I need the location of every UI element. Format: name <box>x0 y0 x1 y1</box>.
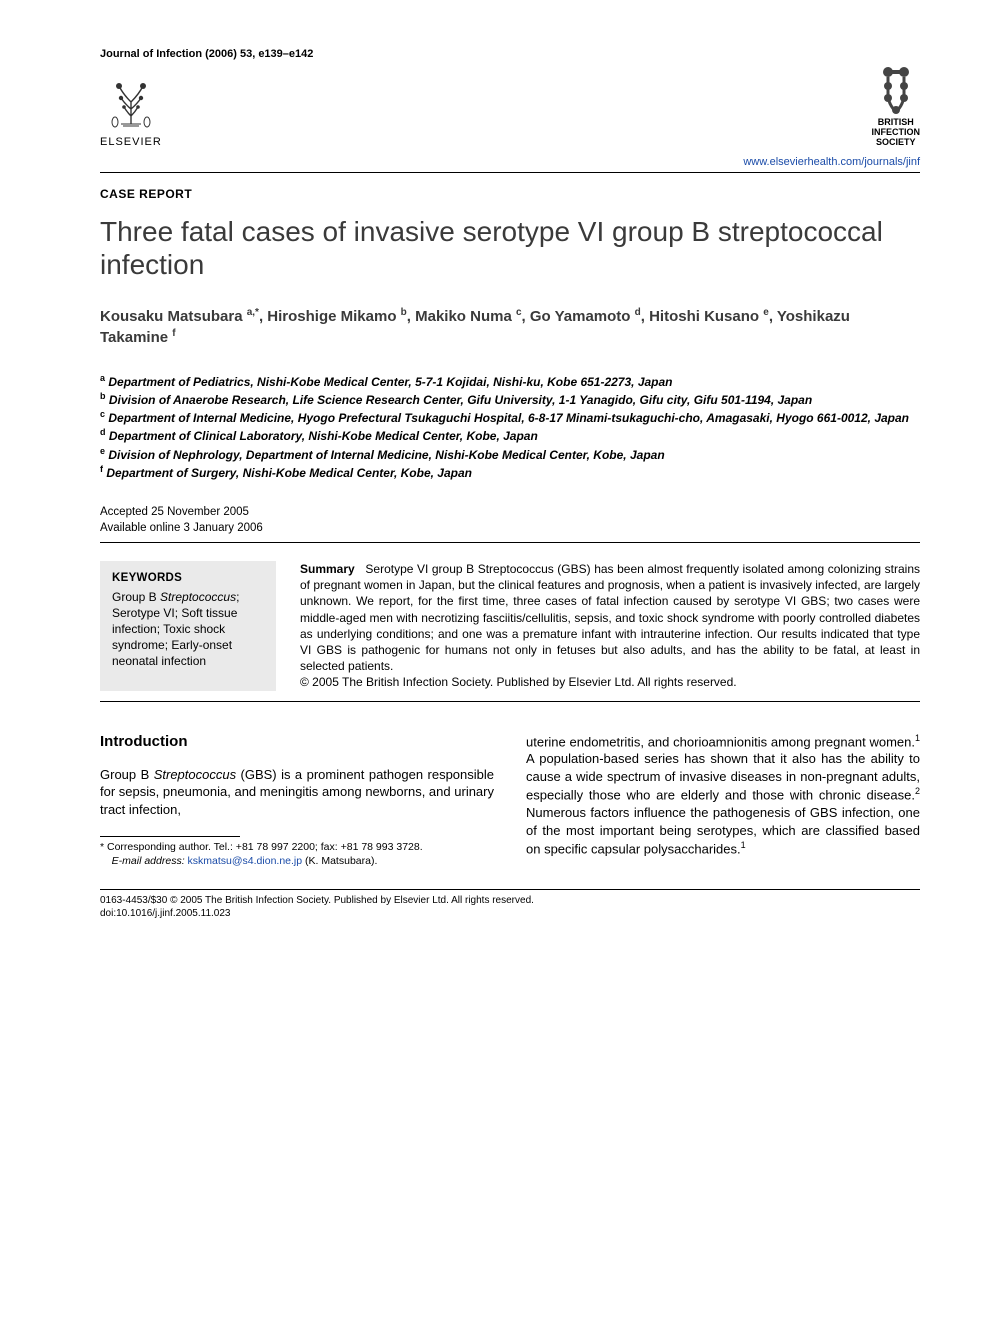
top-rule <box>100 172 920 173</box>
email-line: E-mail address: kskmatsu@s4.dion.ne.jp (… <box>100 855 494 869</box>
society-label-line: SOCIETY <box>872 138 921 148</box>
summary-lead: Summary <box>300 562 355 576</box>
society-emblem-icon <box>877 64 915 116</box>
elsevier-label: ELSEVIER <box>100 136 162 148</box>
page-footer: 0163-4453/$30 © 2005 The British Infecti… <box>100 894 920 920</box>
elsevier-tree-icon <box>101 74 161 134</box>
online-date: Available online 3 January 2006 <box>100 521 920 537</box>
article-title: Three fatal cases of invasive serotype V… <box>100 215 920 282</box>
mid-rule-2 <box>100 701 920 702</box>
footer-copyright: 0163-4453/$30 © 2005 The British Infecti… <box>100 894 920 907</box>
accepted-date: Accepted 25 November 2005 <box>100 505 920 521</box>
summary-body: Serotype VI group B Streptococcus (GBS) … <box>300 562 920 673</box>
keywords-text: Group B Streptococcus; Serotype VI; Soft… <box>112 589 264 670</box>
publication-dates: Accepted 25 November 2005 Available onli… <box>100 505 920 536</box>
body-columns: Introduction Group B Streptococcus (GBS)… <box>100 732 920 869</box>
elsevier-logo: ELSEVIER <box>100 74 162 148</box>
email-name: (K. Matsubara). <box>305 855 377 867</box>
footnote-rule <box>100 836 240 837</box>
intro-paragraph-right: uterine endometritis, and chorioamnionit… <box>526 732 920 859</box>
column-right: uterine endometritis, and chorioamnionit… <box>526 732 920 869</box>
footnotes: * Corresponding author. Tel.: +81 78 997… <box>100 841 494 868</box>
keywords-box: KEYWORDS Group B Streptococcus; Serotype… <box>100 561 276 691</box>
column-left: Introduction Group B Streptococcus (GBS)… <box>100 732 494 869</box>
introduction-heading: Introduction <box>100 732 494 752</box>
society-label: BRITISH INFECTION SOCIETY <box>872 118 921 148</box>
section-label: CASE REPORT <box>100 187 920 201</box>
mid-rule-1 <box>100 542 920 543</box>
journal-citation: Journal of Infection (2006) 53, e139–e14… <box>100 48 313 60</box>
corresponding-author-note: * Corresponding author. Tel.: +81 78 997… <box>100 841 494 855</box>
society-logo: BRITISH INFECTION SOCIETY <box>872 64 921 148</box>
footer-rule <box>100 889 920 890</box>
journal-url[interactable]: www.elsevierhealth.com/journals/jinf <box>100 156 920 168</box>
header-row: Journal of Infection (2006) 53, e139–e14… <box>100 48 920 60</box>
logos-row: ELSEVIER BRITISH INFECTION SOCIETY <box>100 64 920 148</box>
authors-list: Kousaku Matsubara a,*, Hiroshige Mikamo … <box>100 306 920 348</box>
footer-doi: doi:10.1016/j.jinf.2005.11.023 <box>100 907 920 920</box>
email-address[interactable]: kskmatsu@s4.dion.ne.jp <box>188 855 303 867</box>
summary-text: Summary Serotype VI group B Streptococcu… <box>300 561 920 691</box>
intro-paragraph-left: Group B Streptococcus (GBS) is a promine… <box>100 766 494 819</box>
abstract-block: KEYWORDS Group B Streptococcus; Serotype… <box>100 561 920 691</box>
summary-copyright: © 2005 The British Infection Society. Pu… <box>300 675 737 689</box>
keywords-heading: KEYWORDS <box>112 571 264 587</box>
email-label: E-mail address: <box>112 855 185 867</box>
affiliations-list: a Department of Pediatrics, Nishi-Kobe M… <box>100 372 920 481</box>
